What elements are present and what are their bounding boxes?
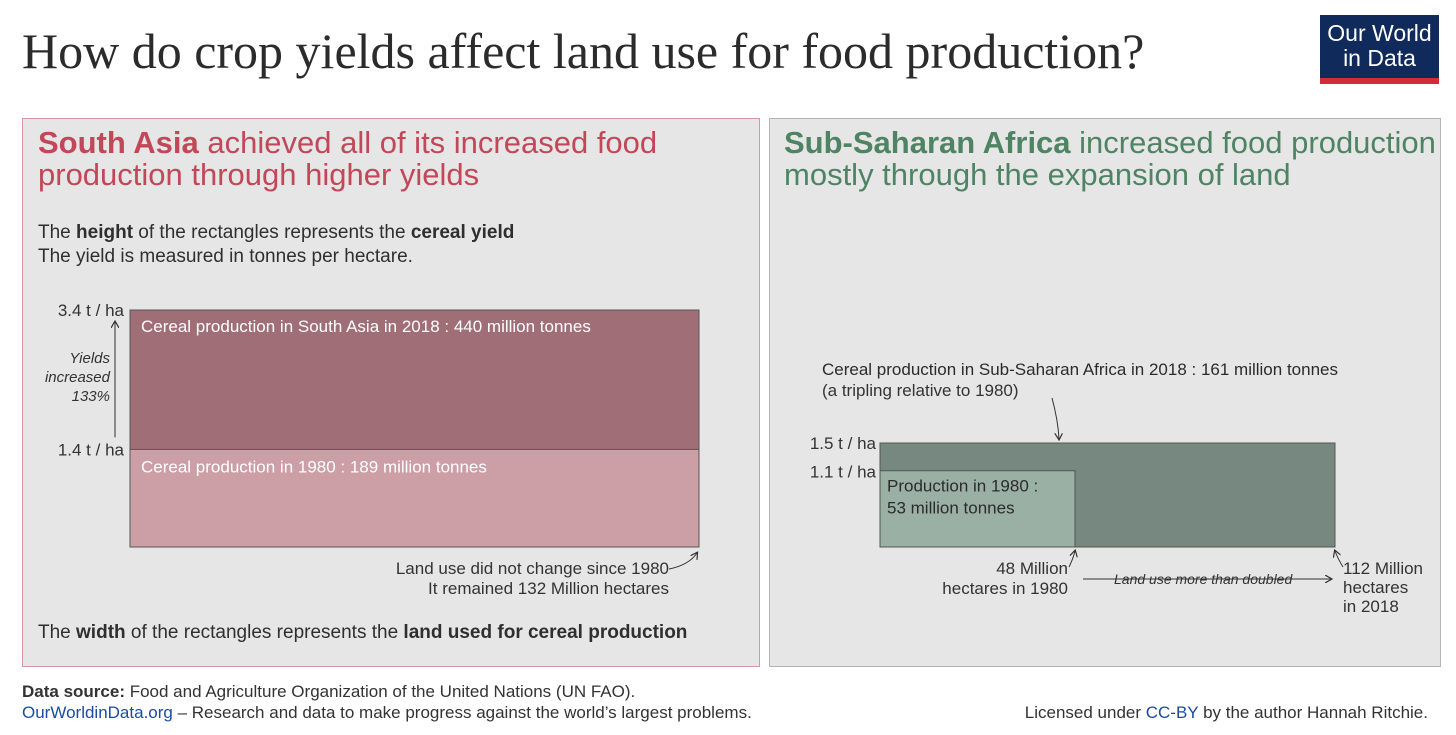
width-note-bold2: land used for cereal production <box>403 622 688 643</box>
africa-2018-land-line2: hectares <box>1343 578 1409 597</box>
africa-1980-label-line2: 53 million tonnes <box>887 499 1015 518</box>
south-asia-tick-1980: 1.4 t / ha <box>58 440 125 459</box>
land-unchanged-arrow <box>668 553 697 570</box>
africa-headline-rest: increased food production <box>1070 125 1436 160</box>
africa-1980-label-line1: Production in 1980 : <box>887 477 1038 496</box>
africa-2018-land-line1: 112 Million <box>1343 559 1424 578</box>
south-asia-2018-label: Cereal production in South Asia in 2018 … <box>141 317 591 336</box>
height-note: The height of the rectangles represents … <box>38 222 514 244</box>
owid-site-link[interactable]: OurWorldinData.org <box>22 703 173 722</box>
south-asia-tick-2018: 3.4 t / ha <box>58 301 125 320</box>
yield-increase-annotation: Yields increased 133% <box>44 349 110 406</box>
license-post: by the author Hannah Ritchie. <box>1198 703 1428 722</box>
land-doubled-label: Land use more than doubled <box>1114 571 1293 587</box>
logo-line-2: in Data <box>1343 45 1416 71</box>
license-pre: Licensed under <box>1024 703 1146 722</box>
africa-headline-line2: mostly through the expansion of land <box>784 157 1291 192</box>
height-note-mid: of the rectangles represents the <box>133 222 411 243</box>
yield-annot-line2: increased <box>44 369 110 386</box>
africa-tick-1980: 1.1 t / ha <box>810 463 877 482</box>
height-note-bold1: height <box>76 222 134 243</box>
africa-tripling-note: (a tripling relative to 1980) <box>822 381 1019 400</box>
africa-1980-end-arrow <box>1068 551 1075 568</box>
tagline-text: – Research and data to make progress aga… <box>172 703 752 722</box>
land-note-line2: It remained 132 Million hectares <box>428 579 669 598</box>
south-asia-1980-label: Cereal production in 1980 : 189 million … <box>141 457 487 476</box>
africa-2018-end-arrow <box>1335 551 1344 568</box>
land-unchanged-note: Land use did not change since 1980 It re… <box>300 559 669 599</box>
south-asia-headline: South Asia achieved all of its increased… <box>38 127 657 191</box>
africa-1980-land-line2: hectares in 1980 <box>942 579 1068 598</box>
logo-line-1: Our World <box>1327 20 1432 46</box>
south-asia-headline-line2: production through higher yields <box>38 157 480 192</box>
license: Licensed under CC-BY by the author Hanna… <box>1025 703 1428 723</box>
south-asia-1980-rect <box>129 448 700 548</box>
width-note-mid: of the rectangles represents the <box>125 622 404 643</box>
chart-title: How do crop yields affect land use for f… <box>22 23 1145 79</box>
yield-annot-line1: Yields <box>69 350 110 367</box>
south-asia-headline-bold: South Asia <box>38 125 199 160</box>
cc-by-link[interactable]: CC-BY <box>1145 703 1199 722</box>
width-note-pre: The <box>38 622 77 643</box>
africa-2018-label: Cereal production in Sub-Saharan Africa … <box>822 360 1338 379</box>
africa-2018-land-label: 112 Million hectares in 2018 <box>1343 559 1423 616</box>
width-note: The width of the rectangles represents t… <box>38 622 687 644</box>
africa-headline-bold: Sub-Saharan Africa <box>784 125 1071 160</box>
width-note-bold1: width <box>76 622 126 643</box>
africa-2018-pointer-arrow <box>1051 397 1059 439</box>
height-note-bold2: cereal yield <box>410 222 515 243</box>
africa-1980-land-line1: 48 Million <box>996 559 1068 578</box>
data-source: Data source: Food and Agriculture Organi… <box>22 682 635 702</box>
site-tagline: OurWorldinData.org – Research and data t… <box>22 703 752 723</box>
africa-1980-land-label: 48 Million hectares in 1980 <box>900 559 1068 599</box>
land-note-line1: Land use did not change since 1980 <box>395 559 669 578</box>
africa-2018-land-line3: in 2018 <box>1343 597 1399 616</box>
africa-1980-rect <box>879 470 1076 548</box>
owid-logo[interactable]: Our World in Data <box>1320 15 1439 84</box>
africa-tick-2018: 1.5 t / ha <box>810 434 877 453</box>
data-source-text: Food and Agriculture Organization of the… <box>124 682 636 701</box>
africa-headline: Sub-Saharan Africa increased food produc… <box>784 127 1436 191</box>
yield-annot-line3: 133% <box>71 388 110 405</box>
data-source-label: Data source: <box>22 682 125 701</box>
south-asia-headline-rest: achieved all of its increased food <box>198 125 658 160</box>
height-note-pre: The <box>38 222 77 243</box>
height-note-2: The yield is measured in tonnes per hect… <box>38 246 413 267</box>
